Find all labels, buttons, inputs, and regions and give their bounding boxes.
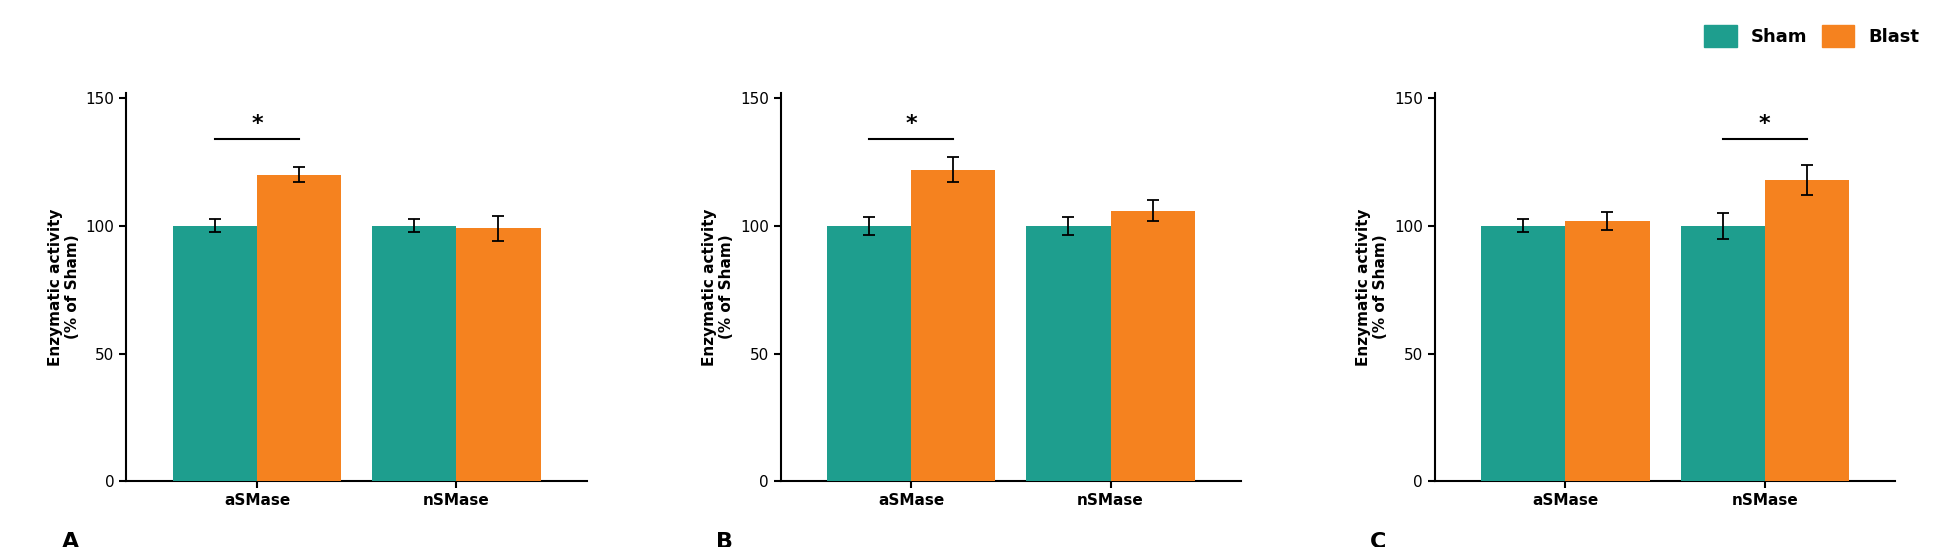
Legend: Sham, Blast: Sham, Blast xyxy=(1699,20,1925,53)
Bar xyxy=(1565,221,1650,481)
Text: *: * xyxy=(1759,114,1771,134)
Y-axis label: Enzymatic activity
(% of Sham): Enzymatic activity (% of Sham) xyxy=(49,208,80,366)
Bar xyxy=(912,170,995,481)
Text: A: A xyxy=(62,532,80,547)
Y-axis label: Enzymatic activity
(% of Sham): Enzymatic activity (% of Sham) xyxy=(1357,208,1388,366)
Bar xyxy=(1680,226,1765,481)
Text: B: B xyxy=(715,532,733,547)
Bar xyxy=(1026,226,1110,481)
Bar xyxy=(173,226,257,481)
Bar xyxy=(1481,226,1565,481)
Bar xyxy=(371,226,457,481)
Text: *: * xyxy=(251,114,262,134)
Bar xyxy=(457,229,540,481)
Text: C: C xyxy=(1371,532,1386,547)
Bar xyxy=(257,174,342,481)
Bar xyxy=(826,226,912,481)
Bar xyxy=(1110,211,1196,481)
Bar xyxy=(1765,180,1849,481)
Text: *: * xyxy=(906,114,918,134)
Y-axis label: Enzymatic activity
(% of Sham): Enzymatic activity (% of Sham) xyxy=(702,208,735,366)
